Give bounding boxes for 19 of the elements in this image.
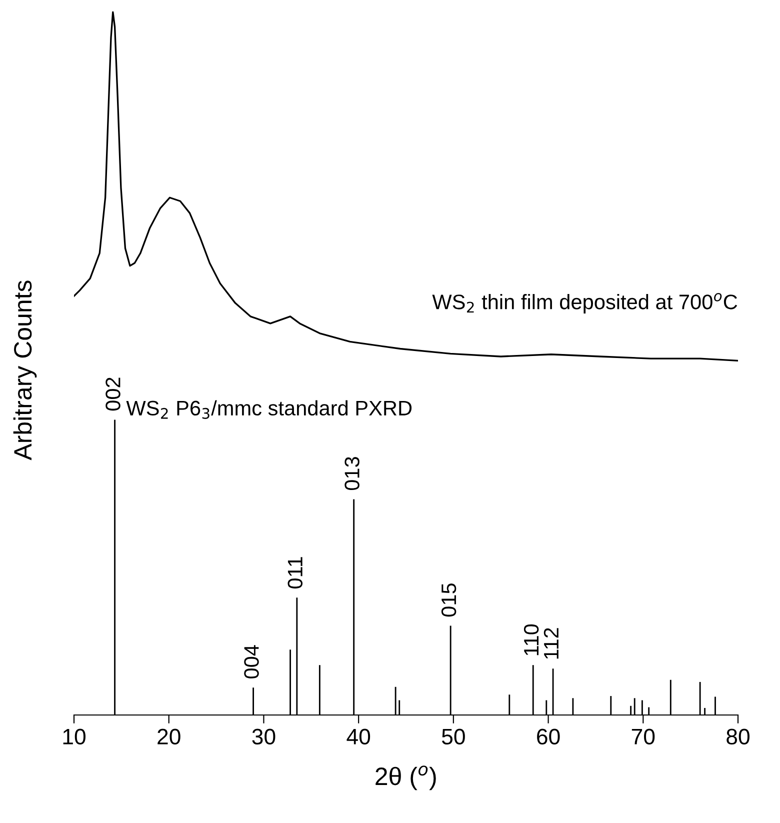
x-tick-label: 40 (346, 728, 370, 745)
annotation: 110 (524, 624, 539, 656)
series-label: WS$_{2}$ P6$_{3}$/mmc standard PXRD (126, 400, 412, 419)
x-tick-label: 50 (442, 728, 465, 745)
x-tick-label: 20 (158, 728, 180, 745)
x-tick-label: 30 (252, 728, 276, 745)
annotation: 002 (106, 378, 120, 411)
x-tick-label: 80 (726, 728, 750, 745)
annotation: 004 (244, 645, 259, 678)
annotation: 015 (441, 584, 456, 617)
x-tick-label: 70 (632, 728, 655, 745)
annotation: 112 (544, 628, 558, 659)
x-axis-title: 2θ ($^{o}$) (376, 766, 436, 790)
y-axis-title: Arbitrary Counts (13, 280, 37, 460)
annotation: 011 (288, 557, 303, 588)
series-label: WS$_{2}$ thin film deposited at 700$^{o}$C (432, 292, 738, 314)
x-tick-label: 60 (537, 728, 560, 745)
annotation: 013 (344, 457, 360, 490)
x-tick-label: 10 (63, 728, 86, 745)
